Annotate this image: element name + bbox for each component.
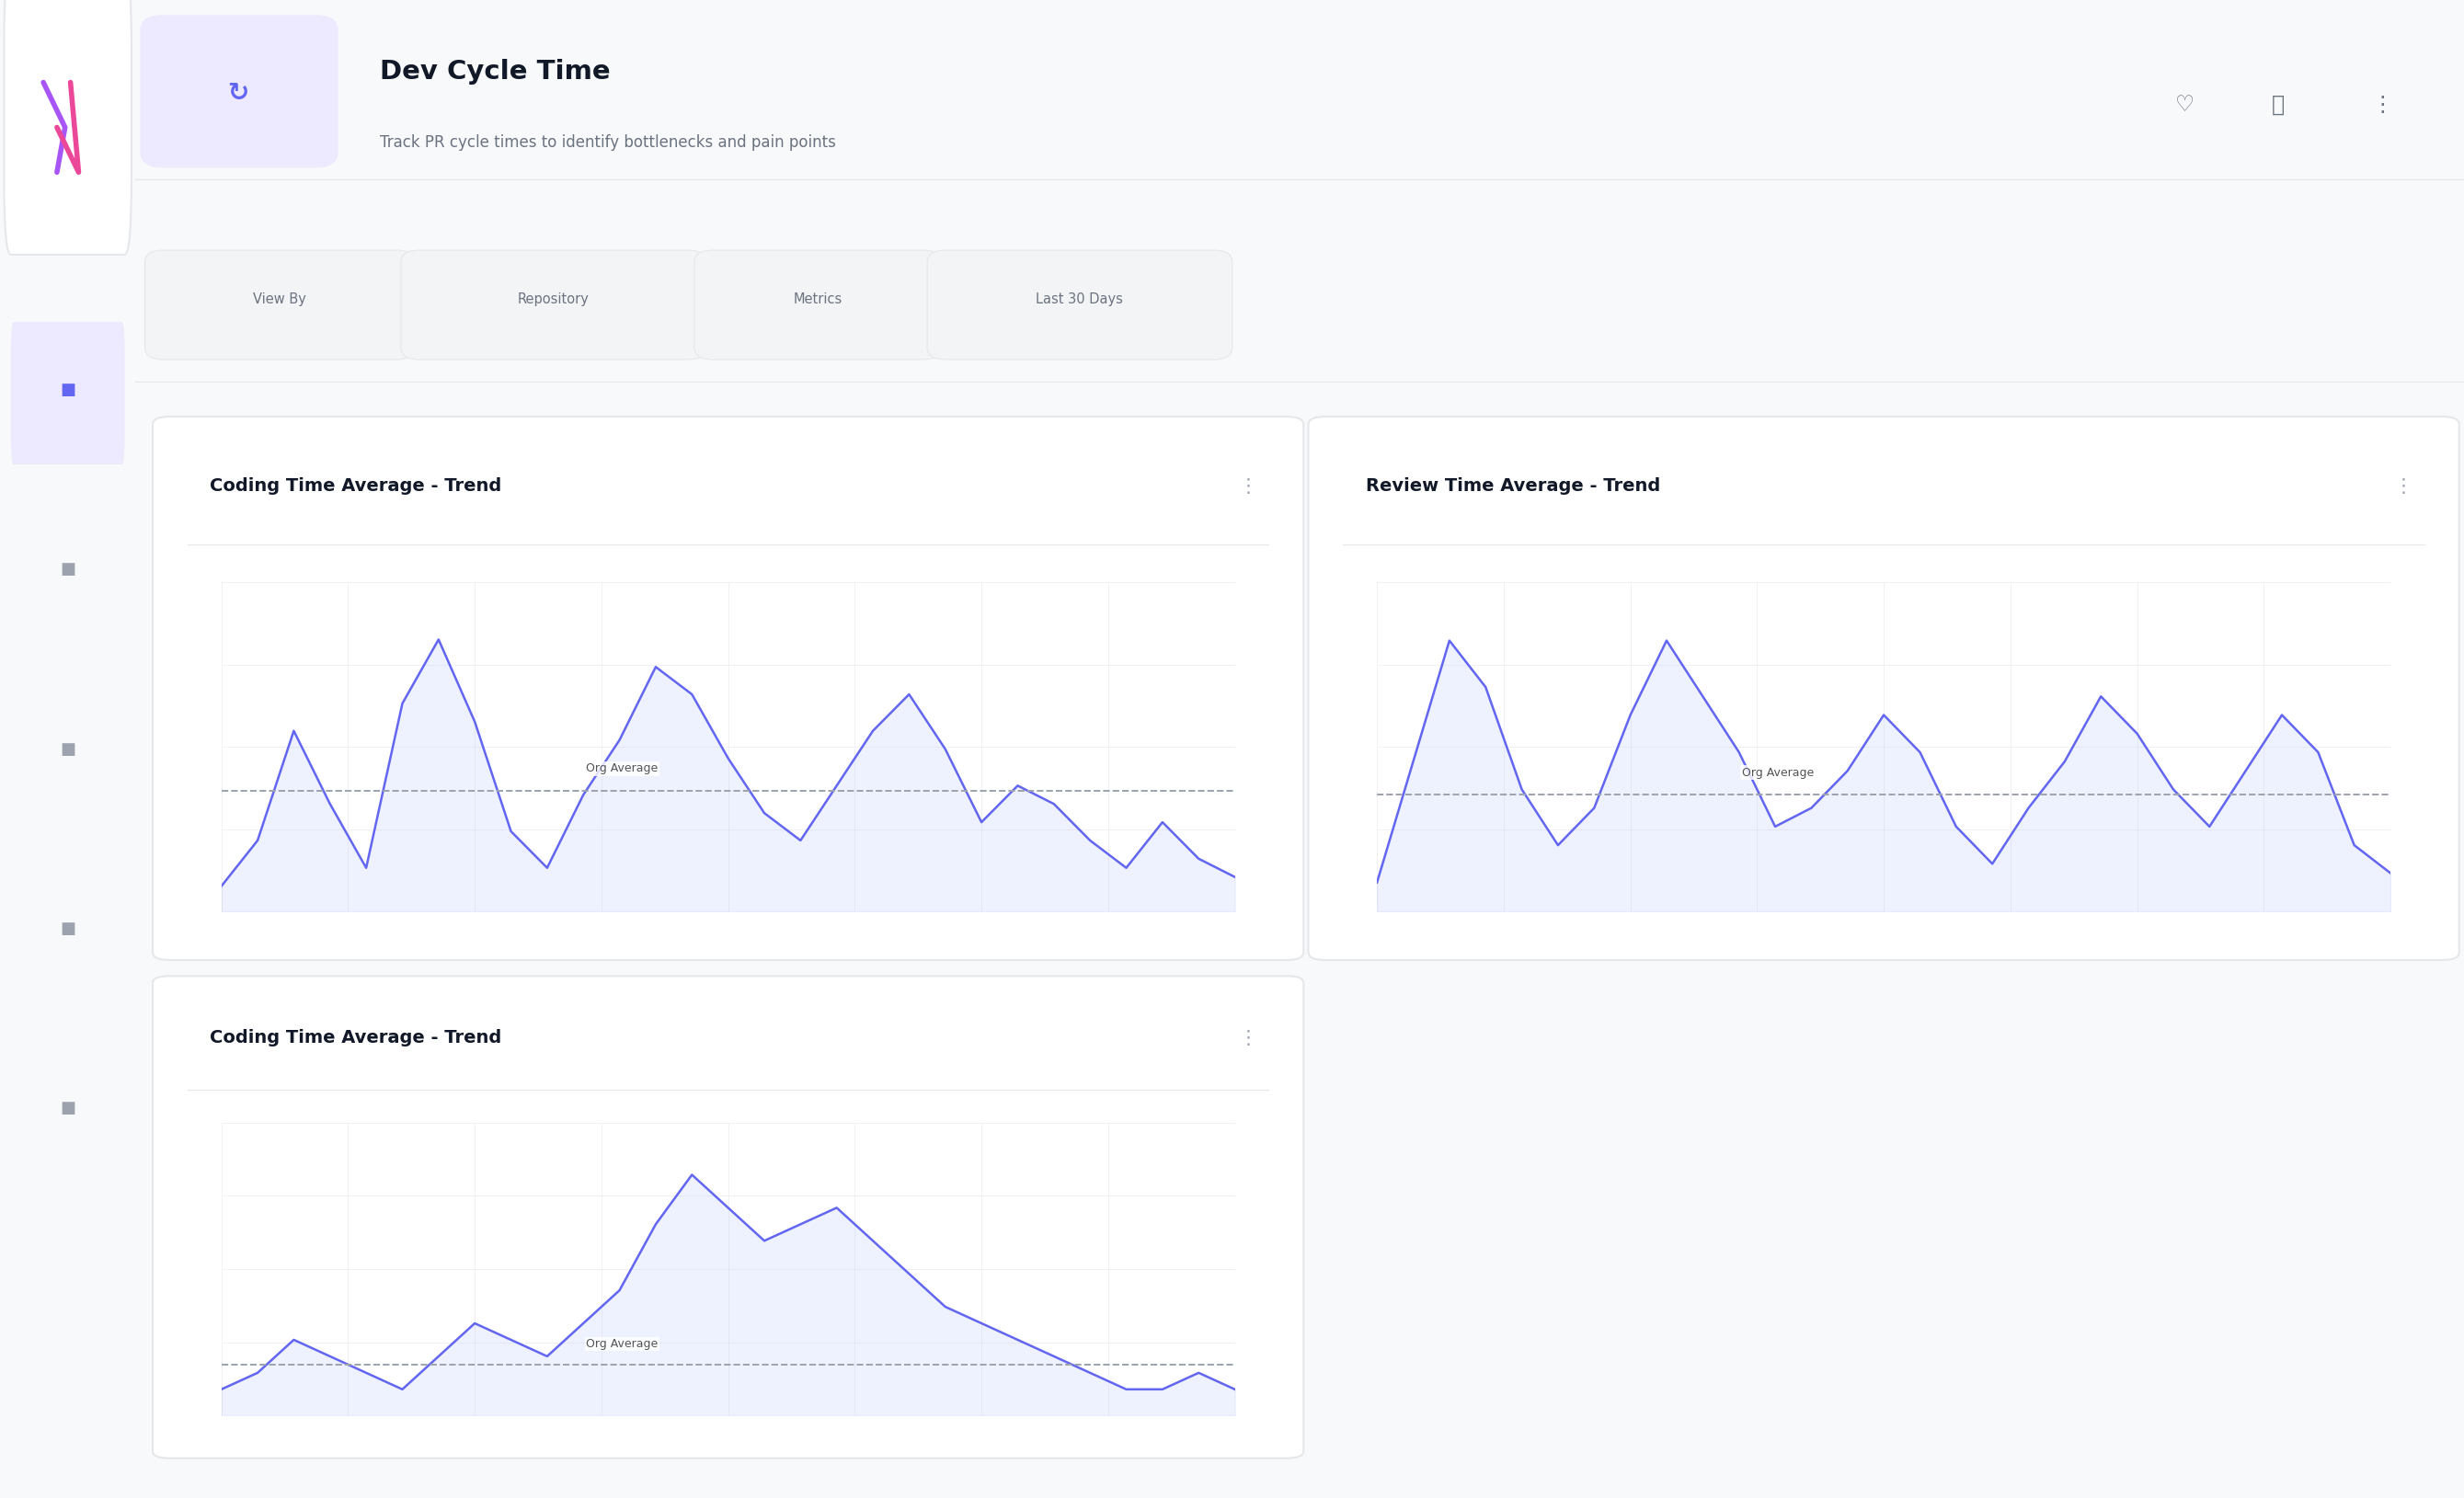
Text: View By: View By xyxy=(254,292,306,307)
Text: Org Average: Org Average xyxy=(586,1338,658,1350)
Text: ⋮: ⋮ xyxy=(2393,476,2412,496)
FancyBboxPatch shape xyxy=(926,250,1232,360)
FancyBboxPatch shape xyxy=(10,322,126,464)
Text: ■: ■ xyxy=(59,380,76,398)
Text: Coding Time Average - Trend: Coding Time Average - Trend xyxy=(209,478,503,494)
Text: Org Average: Org Average xyxy=(1742,767,1814,779)
Text: Track PR cycle times to identify bottlenecks and pain points: Track PR cycle times to identify bottlen… xyxy=(379,133,835,151)
Text: ■: ■ xyxy=(59,740,76,758)
Text: ⋮: ⋮ xyxy=(1237,476,1257,496)
Text: ⋮: ⋮ xyxy=(2373,94,2393,115)
Text: Repository: Repository xyxy=(517,292,589,307)
Text: Org Average: Org Average xyxy=(586,762,658,774)
FancyBboxPatch shape xyxy=(140,15,338,168)
Text: ■: ■ xyxy=(59,1100,76,1118)
FancyBboxPatch shape xyxy=(402,250,707,360)
Text: Review Time Average - Trend: Review Time Average - Trend xyxy=(1365,478,1661,494)
FancyBboxPatch shape xyxy=(1308,416,2459,960)
Text: Coding Time Average - Trend: Coding Time Average - Trend xyxy=(209,1029,503,1047)
Text: Metrics: Metrics xyxy=(793,292,843,307)
Text: ⋮: ⋮ xyxy=(1237,1029,1257,1047)
Text: Dev Cycle Time: Dev Cycle Time xyxy=(379,58,611,85)
Text: Last 30 Days: Last 30 Days xyxy=(1035,292,1124,307)
Text: ■: ■ xyxy=(59,560,76,578)
FancyBboxPatch shape xyxy=(695,250,941,360)
FancyBboxPatch shape xyxy=(153,977,1303,1458)
Text: ♡: ♡ xyxy=(2176,94,2195,115)
FancyBboxPatch shape xyxy=(5,0,131,255)
FancyBboxPatch shape xyxy=(145,250,414,360)
FancyBboxPatch shape xyxy=(153,416,1303,960)
Text: ↻: ↻ xyxy=(227,79,249,106)
Text: ⛓: ⛓ xyxy=(2272,94,2284,115)
Text: ■: ■ xyxy=(59,920,76,938)
